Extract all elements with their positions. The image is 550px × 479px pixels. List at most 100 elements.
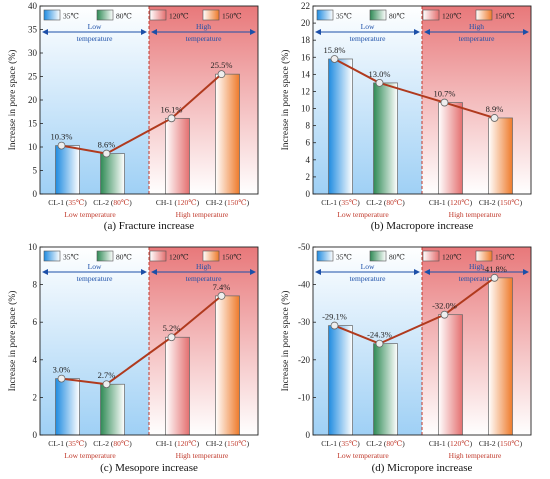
legend-label: 150℃ (222, 12, 242, 21)
legend-label: 35℃ (336, 12, 352, 21)
category-label: CL-2 (80℃) (366, 198, 405, 207)
chart-panel-b: 35℃ 80℃ 120℃ 150℃ Low temperature High temperat… (280, 1, 532, 232)
category-label: CL-1 (35℃) (48, 439, 87, 448)
trend-line (61, 295, 223, 386)
trend-point (330, 55, 339, 63)
y-tick-label: 35 (28, 25, 38, 35)
legend-swatch (43, 250, 61, 262)
y-tick-label: 10 (28, 242, 38, 252)
legend-label: 80℃ (116, 12, 132, 21)
legend-swatch (422, 250, 440, 262)
legend-swatch (369, 250, 387, 262)
panel-caption: (b) Macropore increase (371, 220, 474, 232)
trend-point (490, 114, 499, 122)
trend-point (102, 380, 111, 389)
legend-swatch (149, 9, 167, 21)
y-tick-label: 22 (301, 1, 310, 11)
y-tick-label: 8 (33, 280, 38, 290)
legend-swatch (43, 9, 61, 21)
data-label: 5.2% (163, 323, 181, 333)
y-tick-label: -30 (298, 317, 310, 327)
chart-panel-c: 35℃ 80℃ 120℃ 150℃ Low temperature High temperat… (7, 242, 259, 474)
y-tick-label: 6 (33, 317, 38, 327)
bar (328, 58, 353, 195)
trend-point (440, 310, 449, 319)
trend-point (490, 273, 499, 282)
legend-label: 150℃ (495, 253, 515, 262)
y-tick-label: 40 (28, 1, 38, 11)
high-zone-label: temperature (186, 274, 222, 283)
plot-frame (312, 246, 532, 436)
y-tick-label: 0 (33, 189, 38, 199)
data-label: 3.0% (53, 365, 71, 375)
chart-panel-a: 35℃ 80℃ 120℃ 150℃ Low temperature High temperat… (7, 1, 259, 232)
trend-point (167, 114, 176, 123)
y-tick-label: 2 (33, 392, 38, 402)
y-tick-label: 8 (306, 121, 311, 131)
bar (215, 295, 240, 436)
data-label: 25.5% (211, 60, 233, 70)
category-label: CH-2 (150℃) (206, 198, 250, 207)
group-label-high: High temperature (176, 451, 229, 460)
legend-swatch (96, 9, 114, 21)
trend-line (334, 58, 495, 119)
low-zone-label: temperature (77, 274, 113, 283)
legend-label: 35℃ (63, 12, 79, 21)
bar (488, 277, 513, 436)
plot-frame (39, 246, 259, 436)
bar (328, 325, 353, 436)
trend-point (375, 79, 384, 87)
panel-caption: (d) Micropore increase (372, 462, 473, 474)
chart-panel-d: 35℃ 80℃ 120℃ 150℃ Low temperature High temperat… (280, 242, 532, 474)
legend-label: 150℃ (495, 12, 515, 21)
y-tick-label: 4 (33, 355, 38, 365)
category-label: CH-2 (150℃) (479, 439, 523, 448)
y-tick-label: 4 (306, 155, 311, 165)
trend-point (57, 374, 66, 383)
group-label-high: High temperature (449, 210, 502, 219)
data-label: 15.8% (324, 45, 346, 55)
bar (488, 117, 513, 195)
y-tick-label: 10 (28, 142, 38, 152)
low-zone-label: temperature (350, 274, 386, 283)
data-label: -29.1% (322, 312, 347, 322)
y-tick-label: -20 (298, 355, 310, 365)
bar (100, 383, 125, 436)
category-label: CH-1 (120℃) (429, 198, 473, 207)
panel-caption: (a) Fracture increase (104, 220, 195, 232)
high-zone-label: temperature (459, 274, 495, 283)
high-zone-label: High (196, 262, 211, 271)
group-label-low: Low temperature (64, 451, 116, 460)
data-label: 16.1% (161, 104, 183, 114)
bar (100, 153, 125, 195)
bar (373, 82, 398, 195)
legend-label: 80℃ (389, 12, 405, 21)
bar (165, 336, 190, 436)
group-label-high: High temperature (449, 451, 502, 460)
y-tick-label: 16 (301, 52, 311, 62)
legend-label: 120℃ (442, 253, 462, 262)
legend-swatch (202, 9, 220, 21)
trend-point (375, 339, 384, 348)
category-label: CL-2 (80℃) (93, 439, 132, 448)
bar (55, 378, 80, 436)
y-tick-label: 5 (33, 166, 38, 176)
category-label: CL-1 (35℃) (48, 198, 87, 207)
category-label: CH-1 (120℃) (156, 439, 200, 448)
data-label: -41.8% (482, 264, 507, 274)
y-tick-label: 0 (33, 430, 38, 440)
legend-label: 35℃ (63, 253, 79, 262)
y-tick-label: -10 (298, 392, 310, 402)
group-label-low: Low temperature (64, 210, 116, 219)
legend-label: 120℃ (169, 12, 189, 21)
trend-line (61, 73, 223, 155)
trend-point (102, 149, 111, 158)
legend-label: 120℃ (169, 253, 189, 262)
y-tick-label: -40 (298, 280, 310, 290)
low-zone-label: temperature (350, 34, 386, 43)
bar (55, 145, 80, 195)
y-axis-label: Increase in pore space (%) (7, 291, 18, 392)
legend-swatch (202, 250, 220, 262)
high-zone-label: temperature (186, 34, 222, 43)
